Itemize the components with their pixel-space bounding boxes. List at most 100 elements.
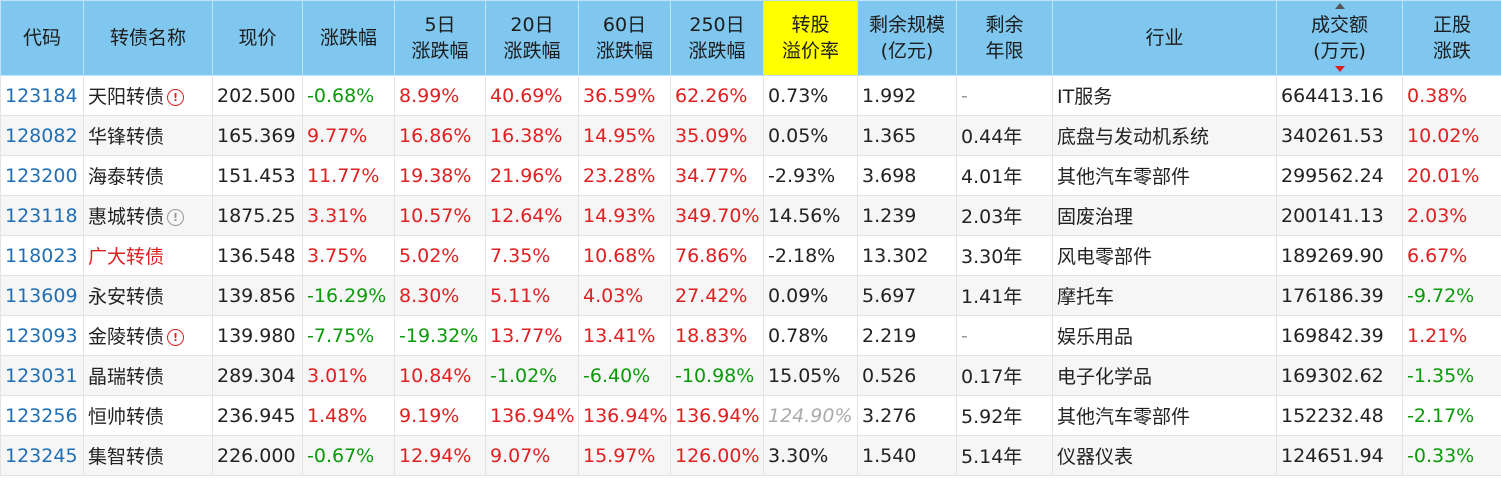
- stock-change-cell: -0.33%: [1402, 435, 1501, 476]
- years-cell: 3.30年: [956, 235, 1053, 276]
- change-250d-cell-text: 76.86%: [675, 244, 748, 267]
- table-row[interactable]: 123031 晶瑞转债 289.304 3.01% 10.84% -1.02% -6.40%…: [0, 355, 1501, 396]
- table-row[interactable]: 123256 恒帅转债 236.945 1.48% 9.19% 136.94% 136.94…: [0, 395, 1501, 436]
- price-cell-text: 139.980: [217, 324, 296, 347]
- table-row[interactable]: 123093 金陵转债! 139.980 -7.75% -19.32% 13.77% 13.…: [0, 315, 1501, 356]
- code-cell-text: 118023: [5, 244, 78, 267]
- years-cell-text: -: [961, 84, 968, 107]
- col-scale[interactable]: 剩余规模 (亿元): [857, 0, 957, 76]
- industry-cell-text: 风电零部件: [1057, 246, 1153, 268]
- col-price[interactable]: 现价: [212, 0, 303, 76]
- table-row[interactable]: 123118 惠城转债! 1875.25 3.31% 10.57% 12.64% 14.93…: [0, 195, 1501, 236]
- col-industry[interactable]: 行业: [1052, 0, 1277, 76]
- table-row[interactable]: 118023 广大转债 136.548 3.75% 5.02% 7.35% 10.68% 76…: [0, 235, 1501, 276]
- name-cell-text: 集智转债: [88, 446, 165, 468]
- premium-cell: -2.18%: [763, 235, 858, 276]
- name-cell-text: 海泰转债: [88, 166, 165, 188]
- change-20d-cell-text: 9.07%: [490, 444, 551, 467]
- change-60d-cell-text: 15.97%: [583, 444, 656, 467]
- name-cell[interactable]: 广大转债: [83, 235, 213, 276]
- industry-cell: 仪器仪表: [1052, 435, 1277, 476]
- industry-cell: 底盘与发动机系统: [1052, 115, 1277, 156]
- col-change-60d[interactable]: 60日 涨跌幅: [578, 0, 671, 76]
- amount-cell-text: 189269.90: [1281, 244, 1384, 267]
- col-amount[interactable]: 成交额 (万元): [1276, 0, 1403, 76]
- change-20d-cell-text: 16.38%: [490, 124, 563, 147]
- col-change-250d[interactable]: 250日 涨跌幅: [670, 0, 764, 76]
- amount-cell: 169302.62: [1276, 355, 1403, 396]
- col-premium[interactable]: 转股 溢价率: [763, 0, 858, 76]
- table-row[interactable]: 128082 华锋转债 165.369 9.77% 16.86% 16.38% 14.95%…: [0, 115, 1501, 156]
- name-cell[interactable]: 金陵转债!: [83, 315, 213, 356]
- amount-cell: 664413.16: [1276, 75, 1403, 116]
- col-years[interactable]: 剩余 年限: [956, 0, 1053, 76]
- stock-change-cell-text: -9.72%: [1407, 284, 1475, 307]
- change-20d-cell-text: 5.11%: [490, 284, 551, 307]
- name-cell[interactable]: 永安转债: [83, 275, 213, 316]
- price-cell: 165.369: [212, 115, 303, 156]
- code-cell-text: 113609: [5, 284, 78, 307]
- change-20d-cell-text: 7.35%: [490, 244, 551, 267]
- change-cell-text: 11.77%: [307, 164, 380, 187]
- years-cell: 4.01年: [956, 155, 1053, 196]
- change-cell: -0.68%: [302, 75, 395, 116]
- change-60d-cell-text: 36.59%: [583, 84, 656, 107]
- sort-desc-icon[interactable]: [1334, 66, 1345, 72]
- name-cell[interactable]: 天阳转债!: [83, 75, 213, 116]
- change-5d-cell-text: 12.94%: [399, 444, 472, 467]
- change-5d-cell: 16.86%: [394, 115, 486, 156]
- industry-cell-text: 固废治理: [1057, 206, 1134, 228]
- name-cell-text: 永安转债: [88, 286, 165, 308]
- change-cell: -0.67%: [302, 435, 395, 476]
- code-cell[interactable]: 123245: [0, 435, 84, 476]
- name-cell[interactable]: 集智转债: [83, 435, 213, 476]
- name-cell[interactable]: 恒帅转债: [83, 395, 213, 436]
- price-cell: 289.304: [212, 355, 303, 396]
- change-250d-cell-text: -10.98%: [675, 364, 755, 387]
- premium-cell: 0.05%: [763, 115, 858, 156]
- col-change-20d[interactable]: 20日 涨跌幅: [485, 0, 579, 76]
- industry-cell-text: 电子化学品: [1057, 366, 1153, 388]
- sort-asc-icon[interactable]: [1334, 3, 1345, 9]
- change-60d-cell: 14.95%: [578, 115, 671, 156]
- warning-icon[interactable]: !: [167, 209, 185, 226]
- name-cell[interactable]: 惠城转债!: [83, 195, 213, 236]
- code-cell[interactable]: 118023: [0, 235, 84, 276]
- col-code[interactable]: 代码: [0, 0, 84, 76]
- warning-icon[interactable]: !: [167, 329, 185, 346]
- change-60d-cell-text: 136.94%: [583, 404, 668, 427]
- name-cell[interactable]: 华锋转债: [83, 115, 213, 156]
- table-row[interactable]: 123245 集智转债 226.000 -0.67% 12.94% 9.07% 15.97%…: [0, 435, 1501, 476]
- change-250d-cell-text: 136.94%: [675, 404, 760, 427]
- change-60d-cell: 136.94%: [578, 395, 671, 436]
- change-20d-cell-text: 13.77%: [490, 324, 563, 347]
- col-change-5d[interactable]: 5日 涨跌幅: [394, 0, 486, 76]
- col-stock-change[interactable]: 正股 涨跌: [1402, 0, 1501, 76]
- change-5d-cell: 19.38%: [394, 155, 486, 196]
- warning-icon[interactable]: !: [167, 89, 185, 106]
- code-cell[interactable]: 113609: [0, 275, 84, 316]
- code-cell[interactable]: 123184: [0, 75, 84, 116]
- name-cell[interactable]: 晶瑞转债: [83, 355, 213, 396]
- years-cell-text: 5.92年: [961, 406, 1023, 428]
- name-cell-text: 晶瑞转债: [88, 366, 165, 388]
- table-row[interactable]: 113609 永安转债 139.856 -16.29% 8.30% 5.11% 4.03% 2…: [0, 275, 1501, 316]
- col-change[interactable]: 涨跌幅: [302, 0, 395, 76]
- table-row[interactable]: 123200 海泰转债 151.453 11.77% 19.38% 21.96% 23.28…: [0, 155, 1501, 196]
- code-cell[interactable]: 123031: [0, 355, 84, 396]
- premium-cell-text: 0.09%: [768, 284, 829, 307]
- code-cell[interactable]: 123200: [0, 155, 84, 196]
- code-cell[interactable]: 123256: [0, 395, 84, 436]
- code-cell[interactable]: 123118: [0, 195, 84, 236]
- change-cell-text: 9.77%: [307, 124, 368, 147]
- name-cell[interactable]: 海泰转债: [83, 155, 213, 196]
- table-row[interactable]: 123184 天阳转债! 202.500 -0.68% 8.99% 40.69% 36.59…: [0, 75, 1501, 116]
- premium-cell-text: -2.93%: [768, 164, 836, 187]
- years-cell: 5.92年: [956, 395, 1053, 436]
- amount-cell-text: 299562.24: [1281, 164, 1384, 187]
- code-cell[interactable]: 128082: [0, 115, 84, 156]
- code-cell[interactable]: 123093: [0, 315, 84, 356]
- stock-change-cell: 10.02%: [1402, 115, 1501, 156]
- col-name[interactable]: 转债名称: [83, 0, 213, 76]
